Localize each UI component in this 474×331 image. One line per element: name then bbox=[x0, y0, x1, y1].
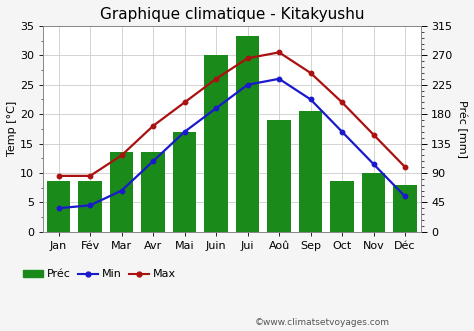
Bar bbox=[78, 181, 102, 232]
Text: ©www.climatsetvoyages.com: ©www.climatsetvoyages.com bbox=[255, 318, 390, 327]
Legend: Préc, Min, Max: Préc, Min, Max bbox=[18, 265, 181, 284]
Bar bbox=[236, 36, 259, 232]
Bar bbox=[141, 152, 165, 232]
Bar bbox=[330, 181, 354, 232]
Y-axis label: Temp [°C]: Temp [°C] bbox=[7, 101, 17, 157]
Bar bbox=[362, 173, 385, 232]
Bar bbox=[299, 111, 322, 232]
Bar bbox=[173, 132, 196, 232]
Bar bbox=[267, 120, 291, 232]
Title: Graphique climatique - Kitakyushu: Graphique climatique - Kitakyushu bbox=[100, 7, 364, 22]
Y-axis label: Préc [mm]: Préc [mm] bbox=[456, 100, 467, 158]
Bar bbox=[110, 152, 133, 232]
Bar bbox=[204, 55, 228, 232]
Bar bbox=[47, 181, 71, 232]
Bar bbox=[393, 185, 417, 232]
